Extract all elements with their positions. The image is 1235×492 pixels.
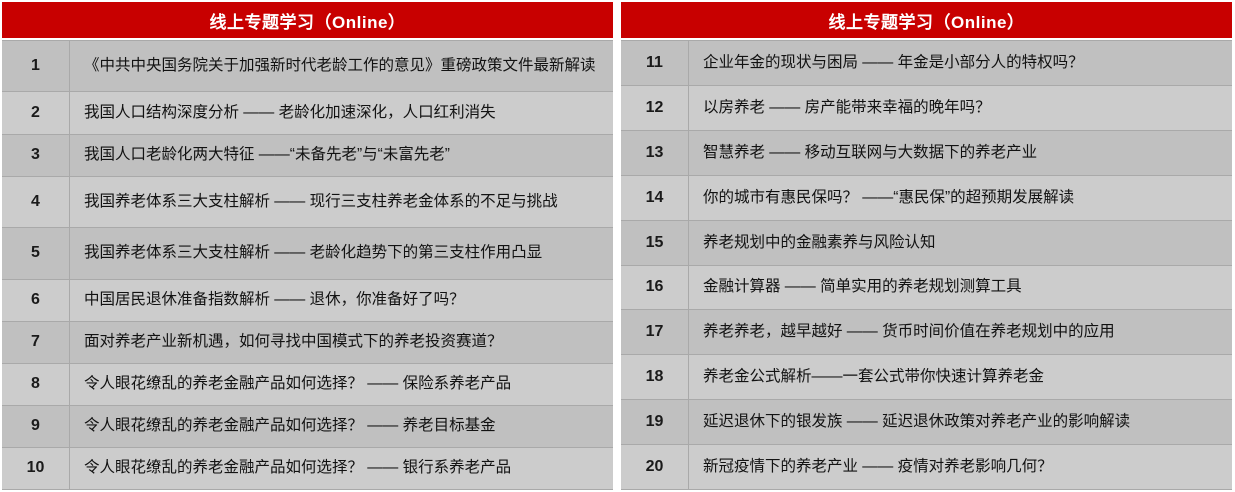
course-title-cell: 以房养老 —— 房产能带来幸福的晚年吗？ bbox=[703, 98, 991, 116]
header-spacer-right bbox=[621, 38, 1232, 40]
row-index-cell: 19 bbox=[621, 400, 689, 445]
table-row[interactable]: 1 《中共中央国务院关于加强新时代老龄工作的意见》重磅政策文件最新解读 bbox=[2, 41, 613, 93]
table-row[interactable]: 12 以房养老 —— 房产能带来幸福的晚年吗？ bbox=[621, 85, 1232, 131]
course-title-cell: 中国居民退休准备指数解析 —— 退休，你准备好了吗？ bbox=[84, 291, 465, 309]
course-title-cell: 我国人口结构深度分析 —— 老龄化加速深化，人口红利消失 bbox=[84, 104, 496, 121]
course-title-cell: 你的城市有惠民保吗？ ——“惠民保”的超预期发展解读 bbox=[703, 188, 1075, 206]
table-row[interactable]: 17 养老养老，越早越好 —— 货币时间价值在养老规划中的应用 bbox=[621, 310, 1232, 356]
row-index-cell: 12 bbox=[621, 85, 689, 130]
row-index-cell: 7 bbox=[2, 321, 70, 363]
row-index-cell: 1 bbox=[2, 41, 70, 92]
row-index-cell: 18 bbox=[621, 355, 689, 400]
table-row[interactable]: 14 你的城市有惠民保吗？ ——“惠民保”的超预期发展解读 bbox=[621, 175, 1232, 221]
course-title-cell: 智慧养老 —— 移动互联网与大数据下的养老产业 bbox=[703, 143, 1038, 161]
course-table-right: 11 企业年金的现状与困局 —— 年金是小部分人的特权吗？ 12 以房养老 —— 房产… bbox=[621, 40, 1232, 491]
table-row[interactable]: 8 令人眼花缭乱的养老金融产品如何选择？ —— 保险系养老产品 bbox=[2, 363, 613, 406]
course-title-cell: 金融计算器 —— 简单实用的养老规划测算工具 bbox=[703, 278, 1022, 296]
row-index-cell: 3 bbox=[2, 134, 70, 176]
course-table-left: 1 《中共中央国务院关于加强新时代老龄工作的意见》重磅政策文件最新解读 2 我国人口结… bbox=[2, 40, 613, 491]
row-index-cell: 6 bbox=[2, 279, 70, 321]
row-index-cell: 13 bbox=[621, 130, 689, 175]
course-panel-left: 线上专题学习（Online） 1 《中共中央国务院关于加强新时代老龄工作的意见》重… bbox=[2, 2, 613, 491]
table-row[interactable]: 2 我国人口结构深度分析 —— 老龄化加速深化，人口红利消失 bbox=[2, 92, 613, 135]
course-panel-right: 线上专题学习（Online） 11 企业年金的现状与困局 —— 年金是小部分人的特… bbox=[621, 2, 1232, 491]
table-row[interactable]: 9 令人眼花缭乱的养老金融产品如何选择？ —— 养老目标基金 bbox=[2, 405, 613, 448]
course-title-cell: 《中共中央国务院关于加强新时代老龄工作的意见》重磅政策文件最新解读 bbox=[84, 57, 596, 75]
row-index-cell: 2 bbox=[2, 92, 70, 134]
course-title-cell: 我国养老体系三大支柱解析 —— 现行三支柱养老金体系的不足与挑战 bbox=[84, 192, 558, 210]
table-row[interactable]: 5 我国养老体系三大支柱解析 —— 老龄化趋势下的第三支柱作用凸显 bbox=[2, 228, 613, 280]
table-row[interactable]: 10 令人眼花缭乱的养老金融产品如何选择？ —— 银行系养老产品 bbox=[2, 447, 613, 491]
row-index-cell: 20 bbox=[621, 445, 689, 490]
course-title-cell: 我国养老体系三大支柱解析 —— 老龄化趋势下的第三支柱作用凸显 bbox=[84, 244, 543, 262]
table-row[interactable]: 11 企业年金的现状与困局 —— 年金是小部分人的特权吗？ bbox=[621, 41, 1232, 86]
row-index-cell: 16 bbox=[621, 265, 689, 310]
header-spacer-left bbox=[2, 38, 613, 40]
panel-header-right: 线上专题学习（Online） bbox=[621, 2, 1232, 38]
table-row[interactable]: 7 面对养老产业新机遇，如何寻找中国模式下的养老投资赛道？ bbox=[2, 321, 613, 364]
course-title-cell: 令人眼花缭乱的养老金融产品如何选择？ —— 养老目标基金 bbox=[84, 417, 496, 435]
course-title-cell: 养老规划中的金融素养与风险认知 bbox=[703, 233, 936, 251]
row-index-cell: 8 bbox=[2, 363, 70, 405]
table-row[interactable]: 20 新冠疫情下的养老产业 —— 疫情对养老影响几何？ bbox=[621, 445, 1232, 491]
table-row[interactable]: 15 养老规划中的金融素养与风险认知 bbox=[621, 220, 1232, 266]
course-title-cell: 我国人口老龄化两大特征 ——“未备先老”与“未富先老” bbox=[84, 146, 450, 164]
course-title-cell: 延迟退休下的银发族 —— 延迟退休政策对养老产业的影响解读 bbox=[703, 413, 1131, 431]
row-index-cell: 4 bbox=[2, 176, 70, 228]
row-index-cell: 9 bbox=[2, 405, 70, 447]
course-title-cell: 令人眼花缭乱的养老金融产品如何选择？ —— 保险系养老产品 bbox=[84, 375, 512, 393]
course-title-cell: 面对养老产业新机遇，如何寻找中国模式下的养老投资赛道？ bbox=[84, 333, 503, 351]
table-row[interactable]: 13 智慧养老 —— 移动互联网与大数据下的养老产业 bbox=[621, 130, 1232, 176]
table-row[interactable]: 6 中国居民退休准备指数解析 —— 退休，你准备好了吗？ bbox=[2, 279, 613, 322]
course-title-cell: 企业年金的现状与困局 —— 年金是小部分人的特权吗？ bbox=[703, 53, 1084, 71]
course-title-cell: 养老金公式解析——一套公式带你快速计算养老金 bbox=[703, 368, 1045, 386]
row-index-cell: 10 bbox=[2, 447, 70, 490]
course-title-cell: 养老养老，越早越好 —— 货币时间价值在养老规划中的应用 bbox=[703, 323, 1115, 341]
row-index-cell: 17 bbox=[621, 310, 689, 355]
panel-header-left: 线上专题学习（Online） bbox=[2, 2, 613, 38]
row-index-cell: 5 bbox=[2, 228, 70, 279]
row-index-cell: 11 bbox=[621, 41, 689, 85]
course-title-cell: 令人眼花缭乱的养老金融产品如何选择？ —— 银行系养老产品 bbox=[84, 459, 512, 477]
row-index-cell: 15 bbox=[621, 220, 689, 265]
row-index-cell: 14 bbox=[621, 175, 689, 220]
table-row[interactable]: 4 我国养老体系三大支柱解析 —— 现行三支柱养老金体系的不足与挑战 bbox=[2, 176, 613, 229]
table-row[interactable]: 19 延迟退休下的银发族 —— 延迟退休政策对养老产业的影响解读 bbox=[621, 400, 1232, 446]
table-row[interactable]: 3 我国人口老龄化两大特征 ——“未备先老”与“未富先老” bbox=[2, 134, 613, 177]
table-row[interactable]: 16 金融计算器 —— 简单实用的养老规划测算工具 bbox=[621, 265, 1232, 311]
course-title-cell: 新冠疫情下的养老产业 —— 疫情对养老影响几何？ bbox=[703, 458, 1053, 476]
table-row[interactable]: 18 养老金公式解析——一套公式带你快速计算养老金 bbox=[621, 355, 1232, 401]
